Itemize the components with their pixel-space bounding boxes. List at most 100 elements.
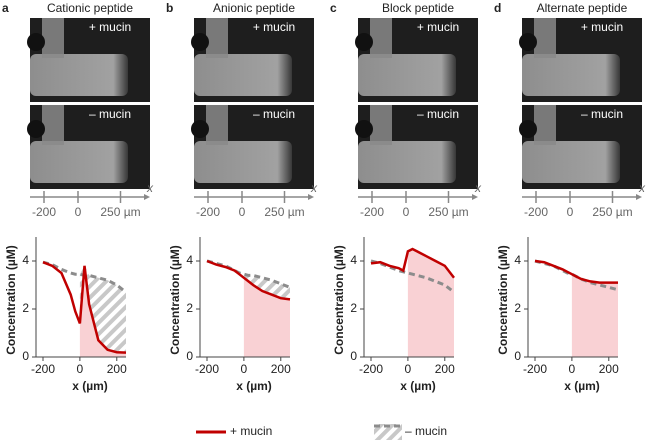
x-tick-label: 200 (271, 362, 291, 376)
panel-title: Anionic peptide (213, 1, 295, 15)
image-label: + mucin (253, 20, 295, 34)
x-tick-label: -200 (195, 362, 219, 376)
y-axis-label: Concentration (µM) (332, 245, 346, 355)
y-tick-label: 4 (22, 253, 29, 267)
micrograph-channel (534, 105, 556, 145)
x-axis-label: x (µm) (400, 379, 436, 393)
series-line (206, 259, 291, 301)
image-label: + mucin (89, 20, 131, 34)
y-tick-label: 0 (350, 349, 357, 363)
micrograph-channel (370, 18, 392, 58)
scale-tick-label: 0 (403, 205, 410, 219)
series-line (206, 259, 291, 289)
x-tick-label: -200 (359, 362, 383, 376)
x-tick-label: 200 (599, 362, 619, 376)
scale-tick-label: -200 (524, 205, 548, 219)
micrograph-channel (206, 18, 228, 58)
x-tick-label: 0 (241, 362, 248, 376)
scale-axis-label: x (638, 181, 646, 195)
y-axis-label: Concentration (µM) (4, 245, 18, 355)
series-line (370, 259, 455, 294)
x-tick-label: 200 (435, 362, 455, 376)
panel-letter: a (2, 1, 9, 15)
micrograph-post (519, 33, 537, 51)
scale-tick-label: 0 (239, 205, 246, 219)
micrograph-post (27, 120, 45, 138)
area-fill (79, 265, 126, 357)
scale-axis-label: x (310, 181, 318, 195)
y-tick-label: 2 (514, 301, 521, 315)
micrograph-channel (194, 54, 292, 96)
legend: + mucin – mucin (196, 424, 447, 440)
micrograph-post (355, 120, 373, 138)
x-tick-label: -200 (31, 362, 55, 376)
micrograph-channel (358, 54, 456, 96)
panel-title: Alternate peptide (537, 1, 628, 15)
y-axis-label: Concentration (µM) (496, 245, 510, 355)
image-label: – mucin (581, 107, 623, 121)
scale-arrow (472, 194, 478, 200)
micrograph-post (191, 120, 209, 138)
micrograph-post (519, 120, 537, 138)
scale-tick-label: -200 (196, 205, 220, 219)
panel-letter: c (330, 1, 337, 15)
micrograph-channel (42, 105, 64, 145)
series-line (42, 260, 127, 294)
scale-tick-label: 0 (75, 205, 82, 219)
panel-title: Block peptide (382, 1, 454, 15)
micrograph-post (355, 33, 373, 51)
y-tick-label: 0 (186, 349, 193, 363)
x-tick-label: 0 (569, 362, 576, 376)
micrograph-channel (30, 141, 128, 183)
image-label: + mucin (581, 20, 623, 34)
legend-swatch (374, 424, 402, 440)
difference-hatch (243, 274, 290, 300)
scale-axis-label: x (474, 181, 482, 195)
image-label: – mucin (417, 107, 459, 121)
y-tick-label: 2 (186, 301, 193, 315)
series-line (534, 259, 618, 284)
scale-arrow (308, 194, 314, 200)
scale-arrow (144, 194, 150, 200)
y-tick-label: 2 (350, 301, 357, 315)
x-axis-label: x (µm) (564, 379, 600, 393)
scale-tick-label: 250 µm (592, 205, 632, 219)
y-tick-label: 2 (22, 301, 29, 315)
y-tick-label: 0 (514, 349, 521, 363)
scale-tick-label: -200 (32, 205, 56, 219)
micrograph-channel (42, 18, 64, 58)
y-tick-label: 4 (186, 253, 193, 267)
x-tick-label: 0 (77, 362, 84, 376)
micrograph-channel (522, 141, 620, 183)
micrograph-channel (522, 54, 620, 96)
panel-letter: b (166, 1, 173, 15)
y-tick-label: 4 (350, 253, 357, 267)
series-line (42, 261, 127, 354)
area-fill (571, 274, 618, 357)
image-label: – mucin (89, 107, 131, 121)
y-tick-label: 0 (22, 349, 29, 363)
scale-tick-label: 250 µm (100, 205, 140, 219)
panel-title: Cationic peptide (47, 1, 133, 15)
x-axis-label: x (µm) (236, 379, 272, 393)
image-label: – mucin (253, 107, 295, 121)
series-line (370, 247, 455, 279)
legend-label: – mucin (405, 424, 447, 438)
x-tick-label: 0 (405, 362, 412, 376)
x-axis-label: x (µm) (72, 379, 108, 393)
scale-arrow (636, 194, 642, 200)
x-tick-label: -200 (523, 362, 547, 376)
scale-tick-label: 250 µm (428, 205, 468, 219)
scale-tick-label: 0 (567, 205, 574, 219)
y-axis-label: Concentration (µM) (168, 245, 182, 355)
panel-letter: d (494, 1, 501, 15)
scale-tick-label: 250 µm (264, 205, 304, 219)
micrograph-channel (534, 18, 556, 58)
micrograph-post (27, 33, 45, 51)
micrograph-channel (30, 54, 128, 96)
micrograph-channel (206, 105, 228, 145)
scale-tick-label: -200 (360, 205, 384, 219)
difference-hatch (79, 265, 126, 353)
area-fill (407, 249, 454, 357)
